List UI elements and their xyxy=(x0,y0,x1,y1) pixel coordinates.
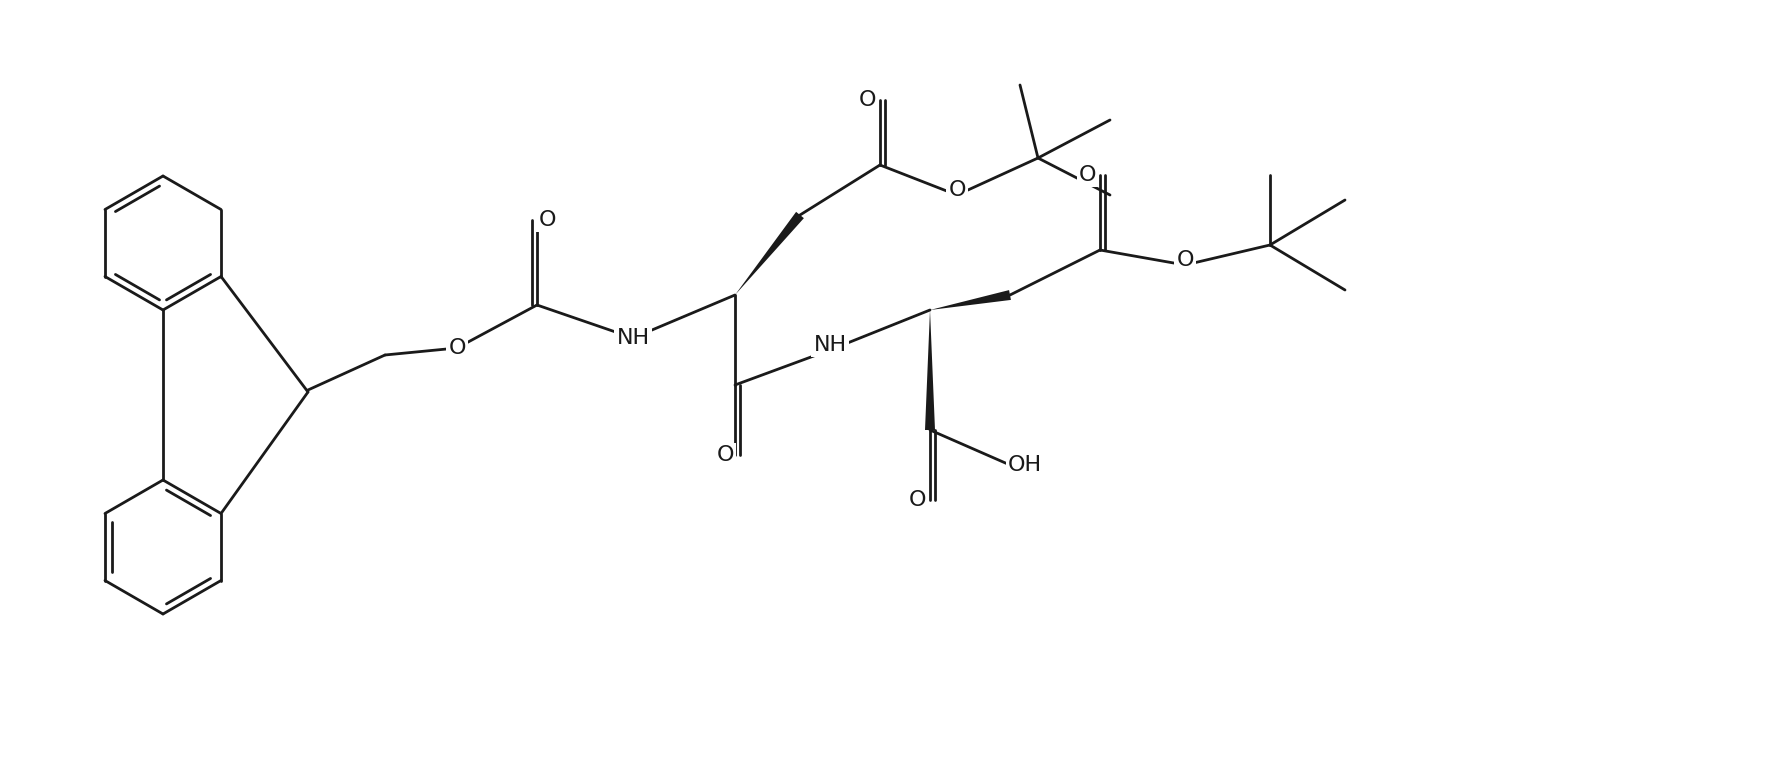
Text: O: O xyxy=(1079,165,1097,185)
Text: O: O xyxy=(948,180,966,200)
Text: NH: NH xyxy=(813,335,847,355)
Text: NH: NH xyxy=(616,328,650,348)
Text: OH: OH xyxy=(1007,455,1041,475)
Text: O: O xyxy=(909,490,927,510)
Text: O: O xyxy=(448,338,466,358)
Text: O: O xyxy=(859,90,877,110)
Text: O: O xyxy=(716,445,734,465)
Polygon shape xyxy=(736,212,804,295)
Text: O: O xyxy=(1177,250,1193,270)
Polygon shape xyxy=(925,310,936,430)
Polygon shape xyxy=(931,290,1011,310)
Text: O: O xyxy=(538,210,555,230)
